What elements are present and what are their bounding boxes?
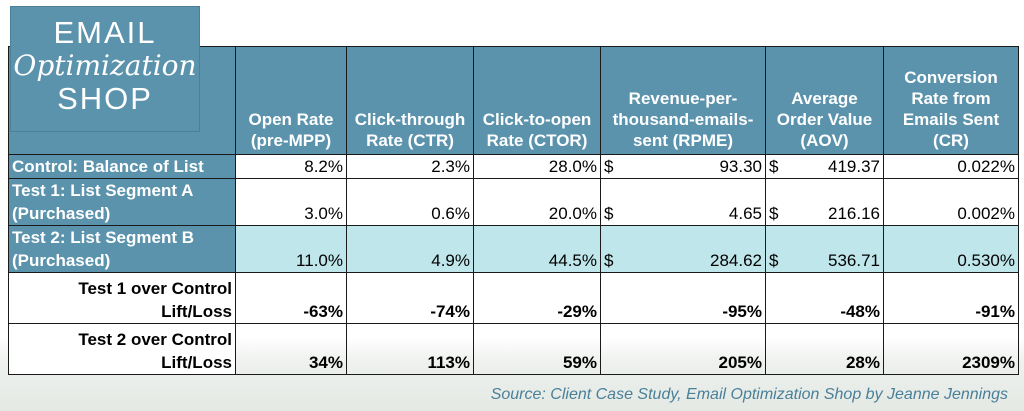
table-cell: 34% [235, 323, 347, 375]
currency-symbol: $ [769, 157, 779, 176]
table-row-test1-lift: Test 1 over Control Lift/Loss -63% -74% -… [8, 272, 1019, 324]
money-value: 4.65 [728, 204, 762, 223]
table-cell-money: $216.16 [765, 178, 884, 226]
row-label-line2: Lift/Loss [161, 302, 232, 321]
table-cell: 28.0% [473, 154, 601, 179]
table-cell: 2.3% [346, 154, 474, 179]
table-cell: 4.9% [346, 225, 474, 273]
source-caption: Source: Client Case Study, Email Optimiz… [490, 386, 1008, 403]
currency-symbol: $ [769, 251, 779, 270]
column-header: Conversion Rate from Emails Sent (CR) [883, 46, 1019, 155]
table-cell: -29% [473, 272, 601, 324]
row-label-line2: (Purchased) [12, 204, 111, 223]
currency-symbol: $ [769, 204, 779, 223]
logo-line-email: EMAIL [53, 15, 157, 50]
table-row-control: Control: Balance of List 8.2% 2.3% 28.0%… [8, 154, 1019, 179]
table-cell-money: $284.62 [600, 225, 766, 273]
row-label-line2: Lift/Loss [161, 353, 232, 372]
header-row: Open Rate (pre-MPP) Click-through Rate (… [8, 46, 1019, 155]
row-label: Test 1: List Segment A (Purchased) [8, 178, 236, 226]
money-value: 419.37 [828, 157, 880, 176]
row-label-line2: (Purchased) [12, 251, 111, 270]
row-label-line1: Test 1 over Control [78, 279, 232, 298]
table-cell: 11.0% [235, 225, 347, 273]
row-label: Test 2: List Segment B (Purchased) [8, 225, 236, 273]
money-value: 93.30 [719, 157, 762, 176]
table-cell: 0.6% [346, 178, 474, 226]
table-cell: 28% [765, 323, 884, 375]
row-label-line1: Test 1: List Segment A [12, 181, 194, 200]
results-table: Open Rate (pre-MPP) Click-through Rate (… [8, 46, 1019, 375]
table-cell: 2309% [883, 323, 1019, 375]
table-row-test2-lift: Test 2 over Control Lift/Loss 34% 113% 59… [8, 323, 1019, 375]
row-label: Test 1 over Control Lift/Loss [8, 272, 236, 324]
column-header: Click-to-open Rate (CTOR) [473, 46, 601, 155]
column-header: Open Rate (pre-MPP) [235, 46, 347, 155]
email-optimization-shop-logo: EMAIL Optimization SHOP [10, 6, 200, 132]
table-cell-money: $419.37 [765, 154, 884, 179]
column-header: Average Order Value (AOV) [765, 46, 884, 155]
table-cell: 0.022% [883, 154, 1019, 179]
results-table-wrap: Open Rate (pre-MPP) Click-through Rate (… [8, 46, 1019, 375]
table-cell: -74% [346, 272, 474, 324]
table-cell: -48% [765, 272, 884, 324]
table-cell: -95% [600, 272, 766, 324]
table-row-test1: Test 1: List Segment A (Purchased) 3.0% 0… [8, 178, 1019, 226]
money-value: 536.71 [828, 251, 880, 270]
money-value: 284.62 [710, 251, 762, 270]
table-cell: -63% [235, 272, 347, 324]
logo-line-optimization: Optimization [13, 49, 197, 82]
currency-symbol: $ [604, 251, 614, 270]
row-label-line1: Control: Balance of List [12, 157, 204, 176]
row-label-line1: Test 2 over Control [78, 330, 232, 349]
row-label-line1: Test 2: List Segment B [12, 228, 194, 247]
table-cell: 0.002% [883, 178, 1019, 226]
column-header: Click-through Rate (CTR) [346, 46, 474, 155]
table-cell: 44.5% [473, 225, 601, 273]
table-cell: 0.530% [883, 225, 1019, 273]
table-cell: 20.0% [473, 178, 601, 226]
row-label: Control: Balance of List [8, 154, 236, 179]
table-cell-money: $93.30 [600, 154, 766, 179]
table-cell-money: $536.71 [765, 225, 884, 273]
table-cell: 113% [346, 323, 474, 375]
currency-symbol: $ [604, 157, 614, 176]
table-cell-money: $4.65 [600, 178, 766, 226]
table-cell: 3.0% [235, 178, 347, 226]
column-header: Revenue-per-thousand-emails-sent (RPME) [600, 46, 766, 155]
money-value: 216.16 [828, 204, 880, 223]
table-cell: -91% [883, 272, 1019, 324]
table-cell: 59% [473, 323, 601, 375]
row-label: Test 2 over Control Lift/Loss [8, 323, 236, 375]
currency-symbol: $ [604, 204, 614, 223]
table-cell: 205% [600, 323, 766, 375]
table-cell: 8.2% [235, 154, 347, 179]
table-row-test2: Test 2: List Segment B (Purchased) 11.0% … [8, 225, 1019, 273]
logo-line-shop: SHOP [57, 81, 153, 116]
